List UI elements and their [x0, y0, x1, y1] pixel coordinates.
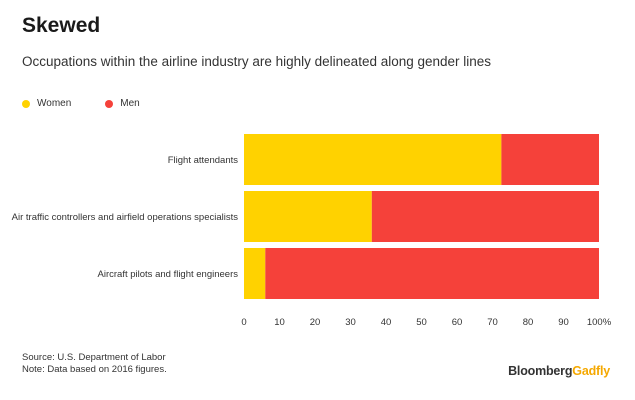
x-tick-label-6: 60: [452, 317, 463, 328]
x-tick-label-8: 80: [523, 317, 534, 328]
bar-men-1: [371, 191, 599, 242]
category-label-2: Aircraft pilots and flight engineers: [98, 269, 239, 280]
category-label-1: Air traffic controllers and airfield ope…: [12, 212, 239, 223]
legend-label-men: Men: [120, 98, 140, 109]
bar-women-2: [244, 248, 266, 299]
legend-swatch-women: [22, 99, 30, 108]
x-tick-label-4: 40: [381, 317, 392, 328]
chart-subtitle: Occupations within the airline industry …: [22, 54, 492, 69]
legend-item-men: Men: [105, 98, 140, 109]
x-tick-label-7: 70: [487, 317, 498, 328]
x-tick-label-5: 50: [416, 317, 427, 328]
chart-title: Skewed: [22, 14, 101, 37]
x-tick-label-3: 30: [345, 317, 356, 328]
bar-men-0: [501, 134, 599, 185]
legend-item-women: Women: [22, 98, 71, 109]
legend: Women Men: [22, 98, 174, 109]
data-note: Note: Data based on 2016 figures.: [22, 364, 167, 375]
category-label-0: Flight attendants: [168, 155, 238, 166]
x-tick-label-10: 100%: [587, 317, 612, 328]
bar-men-2: [265, 248, 599, 299]
x-tick-label-1: 10: [274, 317, 285, 328]
legend-label-women: Women: [37, 98, 72, 109]
bar-women-1: [244, 191, 372, 242]
source-note: Source: U.S. Department of Labor: [22, 352, 166, 363]
x-tick-label-9: 90: [558, 317, 569, 328]
brand-logo: BloombergGadfly: [508, 364, 610, 378]
bar-women-0: [244, 134, 502, 185]
legend-swatch-men: [105, 99, 114, 108]
x-tick-label-2: 20: [310, 317, 321, 328]
brand-part-1: Bloomberg: [508, 364, 573, 378]
brand-part-2: Gadfly: [572, 364, 610, 378]
x-tick-label-0: 0: [241, 317, 246, 328]
